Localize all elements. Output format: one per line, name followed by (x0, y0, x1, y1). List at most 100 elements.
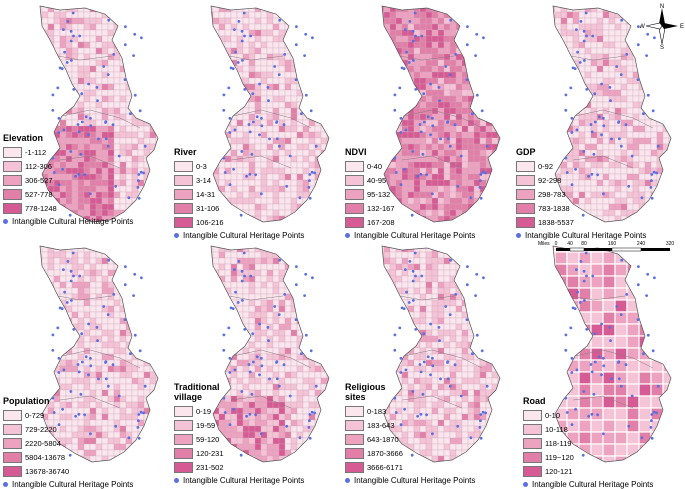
heritage-point (277, 73, 281, 76)
grid-cell (59, 41, 67, 49)
grid-cell (137, 65, 145, 73)
heritage-point (655, 171, 658, 175)
grid-cell (383, 71, 391, 79)
grid-cell (77, 287, 85, 295)
grid-cell (326, 131, 329, 139)
grid-cell (554, 107, 562, 115)
grid-cell (77, 341, 85, 349)
grid-cell (620, 29, 628, 37)
grid-cell (162, 420, 168, 426)
heritage-point (583, 59, 586, 62)
heritage-point (132, 294, 136, 297)
legend-label: 783-1838 (538, 203, 570, 213)
heritage-point (609, 99, 612, 102)
grid-cell (137, 401, 145, 409)
grid-cell (504, 138, 510, 144)
grid-cell (143, 449, 151, 457)
grid-cell (320, 47, 328, 55)
grid-cell (675, 216, 681, 222)
grid-cell (71, 383, 79, 391)
grid-cell (95, 293, 103, 301)
grid-cell (326, 155, 329, 163)
grid-cell (382, 23, 385, 31)
grid-cell (431, 47, 439, 55)
grid-cell (389, 23, 397, 31)
grid-cell (554, 71, 562, 79)
heritage-point (313, 171, 316, 175)
grid-cell (608, 59, 616, 67)
grid-cell (224, 35, 232, 43)
grid-cell (566, 137, 574, 145)
heritage-point (431, 192, 434, 196)
grid-cell (211, 23, 214, 31)
point-marker-icon (516, 233, 521, 238)
grid-cell (47, 101, 55, 109)
grid-cell (143, 281, 151, 289)
grid-cell (149, 155, 157, 163)
grid-cell (47, 59, 55, 67)
grid-cell (560, 17, 568, 25)
city-boundaries (57, 295, 141, 409)
grid-cell (248, 246, 256, 247)
grid-cell (437, 23, 445, 31)
grid-cell (107, 341, 115, 349)
heritage-point (314, 144, 318, 148)
grid-cell (137, 17, 145, 25)
grid-cell (443, 89, 451, 97)
grid-cell (326, 113, 329, 121)
heritage-point (111, 123, 115, 127)
grid-cell (119, 371, 127, 379)
grid-cell (407, 125, 415, 133)
grid-cell (113, 246, 121, 247)
grid-cell (479, 65, 487, 73)
grid-cell (284, 11, 292, 19)
grid-cell (149, 437, 157, 445)
grid-cell (230, 246, 238, 247)
grid-cell (65, 107, 73, 115)
grid-cell (30, 276, 36, 282)
grid-cell (41, 275, 49, 283)
grid-cell (162, 396, 168, 402)
grid-cell (83, 335, 91, 343)
grid-cell (236, 107, 244, 115)
grid-cell (504, 66, 510, 72)
grid-cell (65, 263, 73, 271)
heritage-point (137, 419, 140, 423)
grid-cell (30, 84, 36, 90)
grid-cell (59, 119, 67, 127)
legend-swatch (174, 216, 193, 228)
grid-cell (491, 203, 499, 211)
grid-cell (431, 65, 439, 73)
grid-cell (59, 329, 67, 337)
heritage-point (576, 50, 579, 54)
grid-cell (53, 107, 61, 115)
heritage-point (106, 384, 110, 388)
grid-cell (566, 53, 574, 61)
grid-cell (614, 107, 622, 115)
grid-cell (656, 125, 664, 133)
grid-cell (455, 6, 463, 13)
grid-cell (320, 83, 328, 91)
grid-cell (383, 41, 391, 49)
grid-cell (162, 360, 168, 366)
grid-cell (47, 17, 55, 25)
grid-cell (656, 53, 664, 61)
grid-cell (553, 95, 556, 103)
grid-cell (461, 95, 469, 103)
grid-cell (47, 299, 55, 307)
grid-cell (230, 41, 238, 49)
grid-cell (59, 246, 67, 253)
grid-cell (107, 77, 115, 85)
grid-cell (71, 59, 79, 67)
grid-cell (284, 119, 292, 127)
grid-cell (101, 251, 109, 259)
grid-cell (320, 167, 328, 175)
grid-cell (162, 96, 168, 102)
grid-cell (437, 17, 445, 25)
grid-cell (632, 29, 640, 37)
grid-cell (638, 131, 646, 139)
grid-cell (467, 41, 475, 49)
grid-cell (668, 167, 671, 175)
heritage-point (400, 66, 404, 70)
heritage-point (254, 173, 257, 177)
